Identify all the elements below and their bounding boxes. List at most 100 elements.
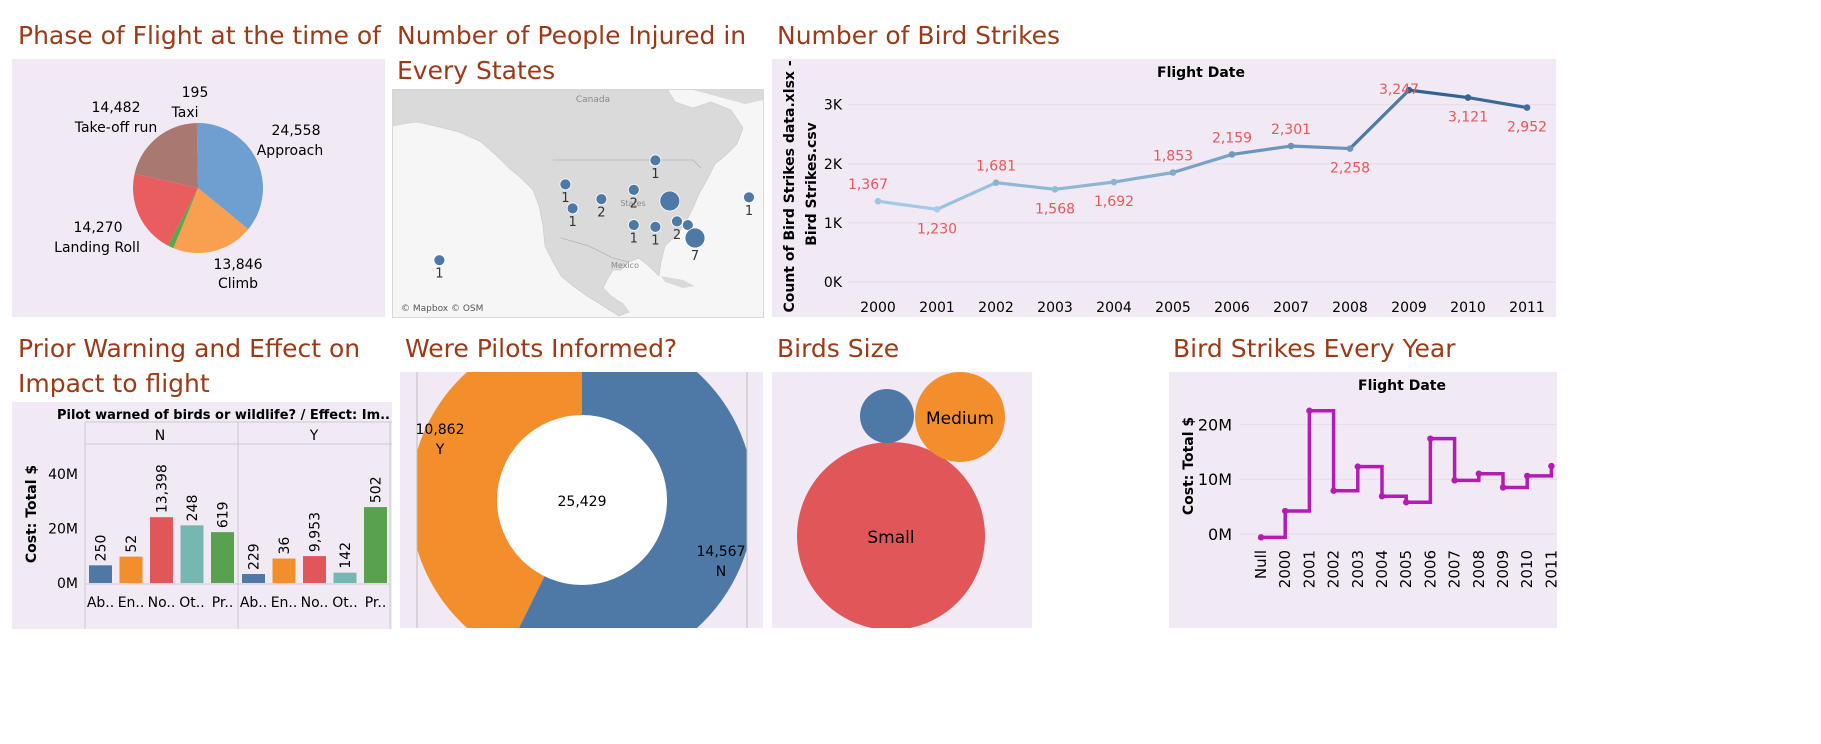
pilots-chart-title: Were Pilots Informed?: [405, 334, 678, 363]
yearly-xtick-7: 2006: [1421, 550, 1439, 588]
strikes-point-6: [1228, 151, 1236, 158]
bar-value-label-y-4: 502: [369, 476, 385, 503]
bar-value-label-n-1: 52: [124, 535, 140, 553]
bar-category-y-2: No..: [301, 595, 329, 611]
strikes-xtick-1: 2001: [919, 300, 955, 316]
donut-label-y-value: 10,862: [416, 422, 465, 438]
donut-center-total: 25,429: [558, 494, 607, 510]
map-title: Number of People Injured in Every States: [397, 21, 747, 85]
pie-slice-3: [133, 173, 198, 246]
map-label-mexico: Mexico: [611, 261, 639, 270]
strikes-xtick-10: 2010: [1450, 300, 1486, 316]
yearly-point-6: [1403, 499, 1410, 506]
strikes-segment-4: [1112, 170, 1175, 184]
bar-y-1: [272, 558, 296, 583]
yearly-xtick-5: 2004: [1373, 550, 1391, 588]
strikes-ytick-2: 2K: [824, 157, 843, 173]
warning-ytick-2: 40M: [48, 467, 78, 483]
bubble-label-medium: Medium: [926, 409, 994, 429]
bubble-medium: [915, 372, 1005, 462]
strikes-xtick-0: 2000: [860, 300, 896, 316]
strikes-value-label-1: 1,230: [917, 221, 957, 237]
warning-chart-title: Prior Warning and Effect on Impact to fl…: [18, 334, 361, 398]
yearly-ytick-1: 10M: [1198, 470, 1232, 489]
map-bubble-6: [659, 190, 681, 212]
yearly-xtick-9: 2008: [1470, 550, 1488, 588]
strikes-value-label-9: 3,247: [1379, 82, 1419, 98]
yearly-top-label: Flight Date: [1358, 378, 1446, 394]
yearly-point-11: [1524, 472, 1531, 480]
yearly-point-10: [1499, 484, 1507, 491]
bar-category-n-0: Ab..: [87, 595, 114, 611]
strikes-xtick-7: 2007: [1273, 300, 1309, 316]
pie-label-climb-value: 13,846: [214, 257, 263, 273]
pie-label-approach: Approach: [257, 143, 324, 159]
map-attribution: © Mapbox © OSM: [401, 304, 483, 314]
map-bubble-label-3: 2: [597, 206, 605, 221]
yearly-chart-title: Bird Strikes Every Year: [1173, 334, 1456, 363]
bar-value-label-y-3: 142: [338, 542, 354, 569]
strikes-segment-8: [1348, 88, 1411, 151]
map-bubble-label-0: 1: [435, 267, 443, 282]
strikes-segment-0: [876, 199, 939, 211]
yearly-point-4: [1354, 463, 1361, 470]
bar-n-2: [150, 517, 173, 583]
north-america-landmass: [392, 89, 744, 317]
group-header-n: N: [155, 428, 165, 444]
phase-pie-chart: 195 Taxi 14,482 Take-off run 24,558 Appr…: [54, 85, 324, 292]
strikes-segment-9: [1407, 88, 1470, 100]
yearly-point-9: [1475, 470, 1482, 477]
strikes-value-label-3: 1,568: [1035, 201, 1075, 217]
strikes-xtick-2: 2002: [978, 300, 1014, 316]
yearly-xtick-4: 2003: [1349, 550, 1367, 588]
strikes-point-7: [1287, 142, 1295, 150]
yearly-point-3: [1330, 487, 1337, 494]
bar-category-n-2: No..: [148, 595, 176, 611]
pie-label-landing-value: 14,270: [74, 220, 123, 236]
warning-header: Pilot warned of birds or wildlife? / Eff…: [57, 408, 390, 423]
bar-category-y-4: Pr..: [365, 595, 387, 611]
yearly-point-2: [1306, 407, 1313, 414]
strikes-segment-3: [1053, 180, 1116, 191]
map-bubble-5: [649, 154, 662, 167]
yearly-xtick-8: 2007: [1446, 550, 1464, 588]
birds-chart-title: Birds Size: [777, 334, 900, 363]
map-label-canada: Canada: [576, 95, 610, 105]
bar-value-label-y-0: 229: [247, 543, 263, 570]
bar-category-n-1: En..: [118, 595, 145, 611]
bar-value-label-n-2: 13,398: [155, 464, 171, 513]
strikes-xtick-11: 2011: [1509, 300, 1545, 316]
strikes-xtick-8: 2008: [1332, 300, 1368, 316]
map-bubble-3: [595, 193, 608, 206]
strikes-y-axis-label: Count of Bird Strikes data.xlsx - Bird S…: [782, 59, 820, 313]
bar-category-y-0: Ab..: [240, 595, 267, 611]
map-bubble-9: [649, 220, 662, 233]
strikes-value-label-10: 3,121: [1448, 110, 1488, 126]
map-bubble-label-12: 7: [691, 249, 699, 264]
map-bubble-10: [671, 215, 683, 228]
bar-y-4: [364, 507, 387, 583]
bubble-label-small: Small: [867, 528, 914, 548]
warning-bar-panel: Pilot warned of birds or wildlife? / Eff…: [12, 402, 392, 629]
yearly-xtick-0: Null: [1252, 550, 1270, 579]
bar-value-label-y-2: 9,953: [308, 512, 324, 552]
pie-label-climb: Climb: [218, 276, 258, 292]
pie-label-takeoff: Take-off run: [74, 120, 158, 136]
yearly-xtick-10: 2009: [1494, 550, 1512, 588]
strikes-segment-5: [1171, 152, 1234, 175]
yearly-xtick-3: 2002: [1325, 550, 1343, 588]
strikes-line-chart: Flight Date Count of Bird Strikes data.x…: [782, 59, 1556, 316]
strikes-segment-10: [1466, 95, 1529, 110]
strikes-line-panel: Flight Date Count of Bird Strikes data.x…: [772, 59, 1556, 317]
pie-slice-1: [173, 188, 249, 254]
pie-slice-5: [196, 123, 198, 188]
strikes-point-8: [1346, 145, 1354, 152]
strikes-xtick-3: 2003: [1037, 300, 1073, 316]
map-bubble-label-9: 1: [651, 233, 659, 248]
yearly-step-chart: Flight Date Cost: Total $ 0M 10M 20M Null 20…: [1181, 378, 1560, 588]
yearly-y-axis-label: Cost: Total $: [1181, 417, 1197, 515]
pie-label-taxi: Taxi: [171, 105, 199, 121]
strikes-point-10: [1464, 94, 1472, 101]
strikes-point-3: [1051, 186, 1059, 193]
